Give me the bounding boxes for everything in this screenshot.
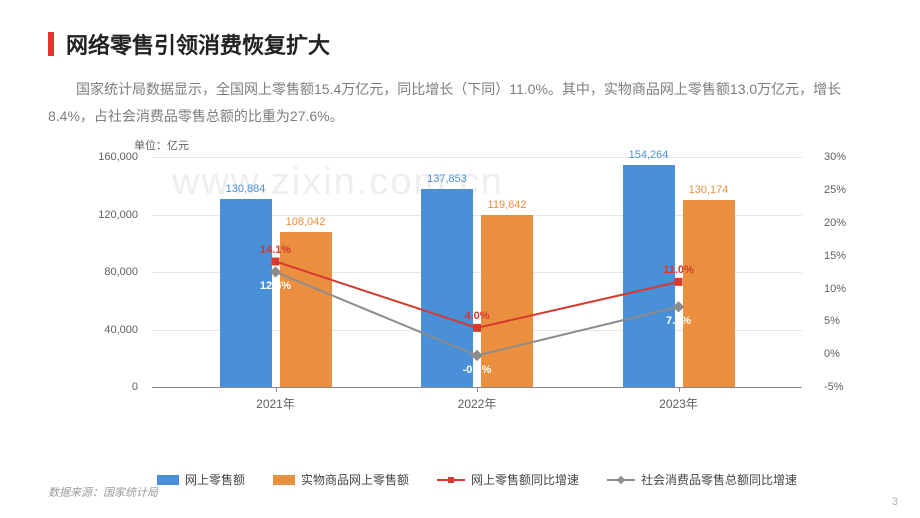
y1-tick-label: 0 — [82, 381, 138, 393]
y1-tick-label: 160,000 — [82, 151, 138, 163]
line-marker — [675, 278, 683, 286]
legend-item: 实物商品网上零售额 — [273, 471, 409, 488]
line-marker — [673, 301, 684, 312]
plot-area: 130,884108,042137,853119,642154,264130,1… — [152, 157, 802, 387]
x-tick-label: 2022年 — [458, 395, 497, 412]
line-value-label: 12.5% — [260, 280, 291, 292]
x-tick — [276, 387, 277, 392]
y2-tick-label: 20% — [824, 217, 868, 229]
legend-swatch — [273, 475, 295, 485]
description-text: 国家统计局数据显示，全国网上零售额15.4万亿元，同比增长（下同）11.0%。其… — [48, 76, 872, 129]
y1-tick-label: 80,000 — [82, 266, 138, 278]
legend-label: 实物商品网上零售额 — [301, 471, 409, 488]
y2-tick-label: 10% — [824, 283, 868, 295]
lines-layer — [152, 157, 802, 387]
x-tick — [477, 387, 478, 392]
legend-item: 社会消费品零售总额同比增速 — [607, 471, 797, 488]
unit-label: 单位：亿元 — [134, 137, 872, 153]
legend: 网上零售额 实物商品网上零售额 网上零售额同比增速 社会消费品零售总额同比增速 — [82, 471, 872, 488]
legend-item: 网上零售额同比增速 — [437, 471, 579, 488]
slide: 网络零售引领消费恢复扩大 国家统计局数据显示，全国网上零售额15.4万亿元，同比… — [0, 0, 920, 518]
legend-swatch — [607, 475, 635, 485]
line-value-label: 4.0% — [464, 310, 489, 322]
legend-swatch — [157, 475, 179, 485]
y2-tick-label: -5% — [824, 381, 868, 393]
line-value-label: 11.0% — [663, 264, 694, 276]
source-label: 数据来源：国家统计局 — [48, 484, 158, 500]
y2-tick-label: 5% — [824, 315, 868, 327]
x-tick-label: 2023年 — [659, 395, 698, 412]
line-value-label: 7.2% — [666, 315, 691, 327]
legend-swatch — [437, 475, 465, 485]
y2-tick-label: 0% — [824, 348, 868, 360]
y2-tick-label: 30% — [824, 151, 868, 163]
title-accent — [48, 32, 54, 56]
legend-item: 网上零售额 — [157, 471, 245, 488]
page-title: 网络零售引领消费恢复扩大 — [66, 28, 872, 60]
line-marker — [272, 258, 280, 266]
y2-tick-label: 25% — [824, 184, 868, 196]
legend-label: 网上零售额 — [185, 471, 245, 488]
line-value-label: -0.2% — [463, 364, 492, 376]
legend-label: 网上零售额同比增速 — [471, 471, 579, 488]
y2-tick-label: 15% — [824, 250, 868, 262]
y1-tick-label: 120,000 — [82, 209, 138, 221]
line-marker — [473, 324, 481, 332]
x-tick-label: 2021年 — [256, 395, 295, 412]
legend-label: 社会消费品零售总额同比增速 — [641, 471, 797, 488]
y1-tick-label: 40,000 — [82, 324, 138, 336]
line-marker — [270, 267, 281, 278]
line-marker — [471, 350, 482, 361]
chart: www.zixin.com.cn 040,00080,000120,000160… — [82, 157, 868, 427]
line-value-label: 14.1% — [260, 244, 291, 256]
x-tick — [679, 387, 680, 392]
page-number: 3 — [892, 496, 898, 508]
